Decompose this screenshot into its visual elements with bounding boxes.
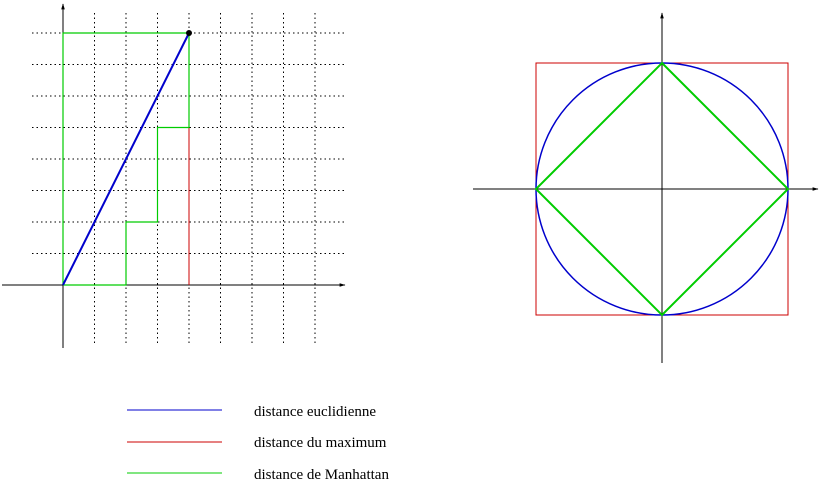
legend-item-euclidean: distance euclidienne xyxy=(127,404,376,420)
unit-balls-panel xyxy=(473,12,819,363)
manhattan-unit-diamond xyxy=(534,61,790,317)
left-grid-panel xyxy=(2,3,346,348)
legend-item-maximum: distance du maximum xyxy=(127,435,387,451)
legend-item-manhattan: distance de Manhattan xyxy=(127,467,389,481)
legend-label-manhattan: distance de Manhattan xyxy=(254,467,389,481)
manhattan-path-1 xyxy=(62,32,189,285)
legend: distance euclidienne distance du maximum… xyxy=(127,404,389,481)
legend-label-maximum: distance du maximum xyxy=(254,435,387,451)
manhattan-path-2 xyxy=(63,33,190,286)
legend-label-euclidean: distance euclidienne xyxy=(254,404,376,420)
euclidean-distance-line xyxy=(62,32,190,286)
manhattan-paths xyxy=(62,32,190,286)
target-point xyxy=(186,30,192,36)
